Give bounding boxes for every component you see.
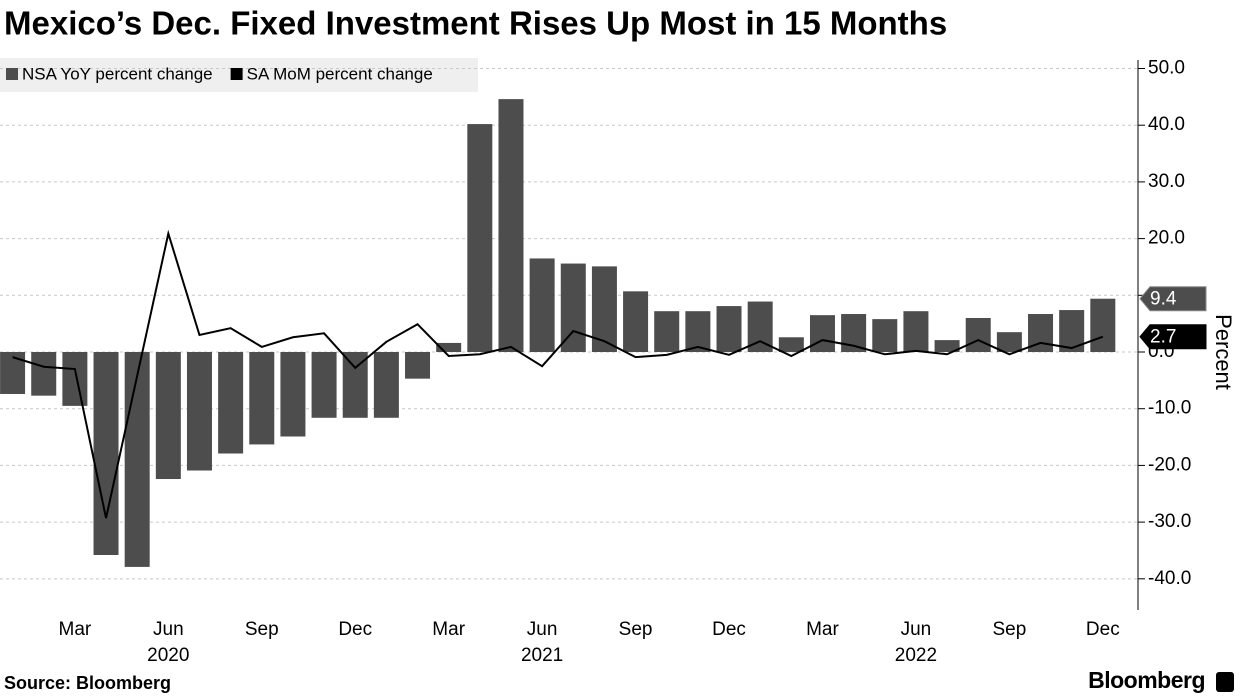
x-tick-label: Sep: [992, 619, 1026, 640]
x-tick-label: Sep: [619, 619, 653, 640]
value-tag: [1139, 324, 1207, 350]
bar: [654, 311, 680, 353]
bar: [124, 352, 150, 567]
bar: [405, 352, 431, 379]
legend-swatch: [6, 68, 18, 80]
bar: [498, 99, 524, 353]
brand: Bloomberg: [1088, 667, 1205, 693]
x-year-label: 2022: [895, 645, 937, 666]
source: Source: Bloomberg: [4, 673, 171, 693]
bar: [155, 352, 181, 480]
bar: [186, 352, 212, 471]
bar: [373, 352, 399, 418]
bar: [93, 352, 119, 555]
bar: [467, 124, 493, 353]
bar: [623, 291, 649, 353]
line: [12, 229, 1104, 519]
x-tick-label: Mar: [432, 619, 465, 640]
value-tag: [1139, 286, 1207, 312]
y-tick-label: -30.0: [1148, 511, 1191, 532]
x-tick-label: Mar: [59, 619, 92, 640]
x-tick-label: Dec: [338, 619, 372, 640]
bar: [529, 258, 555, 353]
bar: [311, 352, 337, 418]
bar: [872, 319, 898, 353]
bar: [560, 263, 586, 353]
chart-title: Mexico’s Dec. Fixed Investment Rises Up …: [4, 5, 947, 42]
x-tick-label: Jun: [153, 619, 184, 640]
legend-label: NSA YoY percent change: [22, 64, 213, 83]
value-label: 2.7: [1150, 327, 1176, 348]
bar: [809, 315, 835, 353]
bar: [996, 332, 1022, 353]
value-label: 9.4: [1150, 289, 1177, 310]
bar: [716, 306, 742, 353]
x-tick-label: Sep: [245, 619, 279, 640]
brand-icon: [1216, 672, 1234, 692]
bar: [31, 352, 57, 396]
bar: [0, 352, 26, 394]
legend-label: SA MoM percent change: [247, 64, 433, 83]
x-tick-label: Mar: [806, 619, 839, 640]
bar: [934, 340, 960, 353]
y-tick-label: 20.0: [1148, 228, 1185, 249]
bar: [1090, 298, 1116, 353]
y-tick-label: -40.0: [1148, 568, 1191, 589]
bar: [280, 352, 306, 437]
bar: [747, 301, 773, 353]
x-tick-label: Jun: [901, 619, 932, 640]
y-tick-label: -20.0: [1148, 454, 1191, 475]
y-tick-label: 30.0: [1148, 171, 1185, 192]
y-tick-label: -10.0: [1148, 398, 1191, 419]
x-tick-label: Dec: [1086, 619, 1120, 640]
x-year-label: 2020: [147, 645, 189, 666]
legend-swatch: [230, 68, 243, 80]
y-tick-label: 40.0: [1148, 114, 1185, 135]
y-axis-label: Percent: [1211, 314, 1236, 390]
y-tick-label: 50.0: [1148, 58, 1185, 79]
bar: [903, 311, 929, 353]
bar: [436, 342, 462, 353]
bar: [965, 317, 991, 353]
bar: [342, 352, 368, 418]
x-year-label: 2021: [521, 645, 563, 666]
x-tick-label: Jun: [527, 619, 558, 640]
bar: [62, 352, 88, 406]
bar: [778, 337, 804, 353]
bar: [218, 352, 244, 454]
bar: [685, 311, 711, 353]
x-tick-label: Dec: [712, 619, 746, 640]
bar: [249, 352, 275, 445]
